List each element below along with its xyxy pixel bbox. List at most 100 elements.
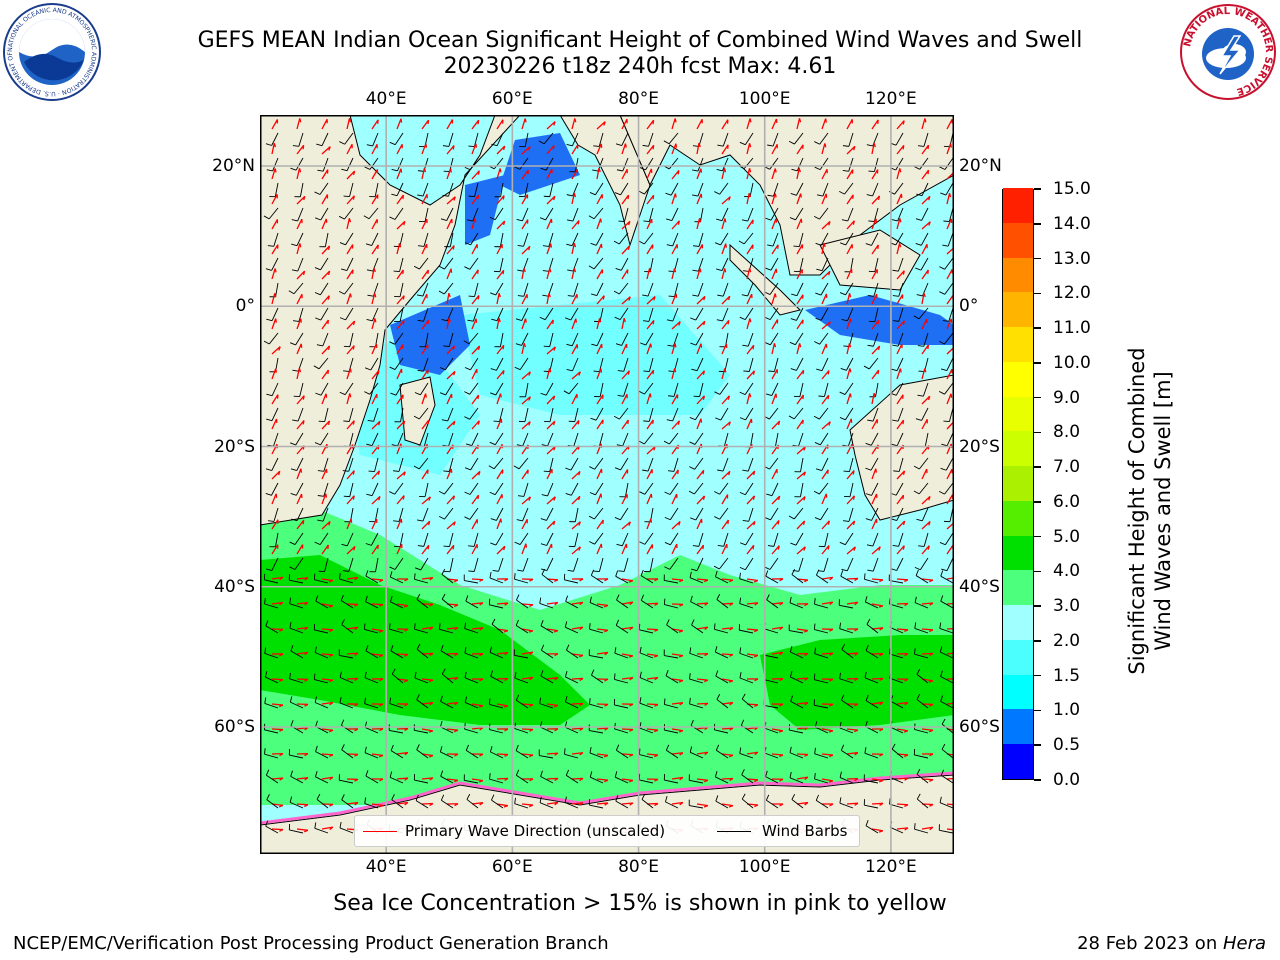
wave-direction-arrow [621,728,634,731]
wind-barb-feather [813,215,820,220]
wind-barb [820,307,829,321]
wind-barb-feather [916,693,921,700]
wave-arrow-head [404,777,409,781]
wave-arrow-head [703,779,709,783]
wind-barb [689,779,704,784]
wind-barb [739,578,754,584]
wave-direction-arrow [671,193,677,205]
wave-arrow-head [553,496,556,501]
wave-direction-arrow [746,293,753,305]
wave-arrow-head [778,730,784,733]
wave-direction-arrow [396,777,409,780]
wind-barb [491,799,504,809]
wind-barb [324,407,329,422]
wind-barb [268,332,279,345]
wind-barb [695,507,704,521]
wind-barb-feather [264,671,268,678]
wave-arrow-head [279,753,284,757]
wind-barb [940,700,954,709]
wind-barb [744,482,754,495]
wave-arrow-head [328,729,334,733]
wave-direction-arrow [896,494,905,505]
wind-barb-feather [715,670,719,677]
map-panel [260,115,954,854]
wind-barb [369,157,379,170]
wave-direction-arrow [596,295,605,305]
wave-direction-arrow [896,827,909,830]
wave-direction-arrow [771,753,784,756]
wind-barb [524,407,529,422]
wave-direction-arrow [846,495,855,505]
wind-barb [465,750,479,759]
wind-barb [549,332,554,347]
wind-barb-feather [843,520,850,522]
wind-barb-feather [289,442,296,446]
wind-barb-feather [441,318,448,322]
wind-barb [923,532,929,547]
wave-direction-arrow [321,628,334,631]
wind-barb-feather [266,418,273,422]
wind-barb-feather [665,192,672,196]
wind-barb [265,625,279,634]
wave-direction-arrow [946,318,952,330]
wave-arrow-head [828,780,834,783]
wind-barb [589,703,604,709]
wave-arrow-head [454,604,459,608]
wave-arrow-head [304,626,309,631]
wind-barb [889,627,904,634]
wave-direction-arrow [496,677,509,680]
wind-barb [619,307,629,320]
wave-direction-arrow [621,521,631,530]
wave-arrow-head [374,293,377,298]
wind-barb [698,532,704,547]
wind-barb [595,407,604,421]
wave-arrow-head [728,471,731,476]
wind-barb-feather [663,140,670,145]
wave-arrow-head [678,679,684,683]
wind-barb [616,599,629,609]
wave-direction-arrow [896,803,909,806]
wind-barb-feather [865,694,869,701]
wave-direction-arrow [646,628,659,631]
wind-barb [289,754,304,759]
wave-arrow-head [573,268,577,273]
wave-arrow-head [779,778,784,782]
wave-direction-arrow [771,520,780,530]
wind-barb [565,626,579,634]
wind-barb [298,307,304,322]
wind-barb [464,628,479,634]
wave-direction-arrow [521,293,528,305]
wave-arrow-head [553,121,556,126]
wave-arrow-head [352,495,355,500]
wind-barb [289,579,304,584]
wind-barb [371,307,379,322]
wave-arrow-head [779,651,784,656]
wind-barb [469,407,479,420]
wave-arrow-head [804,702,809,706]
wind-barb [914,728,929,734]
wind-barb-feather [514,573,516,580]
wave-direction-arrow [871,119,879,130]
wave-direction-arrow [671,118,676,130]
wind-barb [546,557,554,571]
wave-direction-arrow [471,119,480,130]
wave-direction-arrow [496,269,505,280]
wind-barb [474,182,479,197]
wave-arrow-head [579,752,584,756]
wind-barb-feather [441,593,446,600]
wind-barb-feather [840,368,847,371]
wind-barb [720,407,729,421]
wind-barb-feather [464,416,470,420]
wind-barb [345,307,354,321]
wind-barb-feather [464,622,467,629]
wave-arrow-head [599,218,602,223]
wind-barb [519,532,529,545]
wave-arrow-head [475,143,478,148]
wind-barb [871,507,879,521]
wind-barb-feather [767,545,774,547]
wave-direction-arrow [696,168,702,180]
wave-direction-arrow [946,143,952,155]
wind-barb [898,457,904,472]
wave-arrow-head [454,579,459,583]
wave-arrow-head [654,602,659,606]
